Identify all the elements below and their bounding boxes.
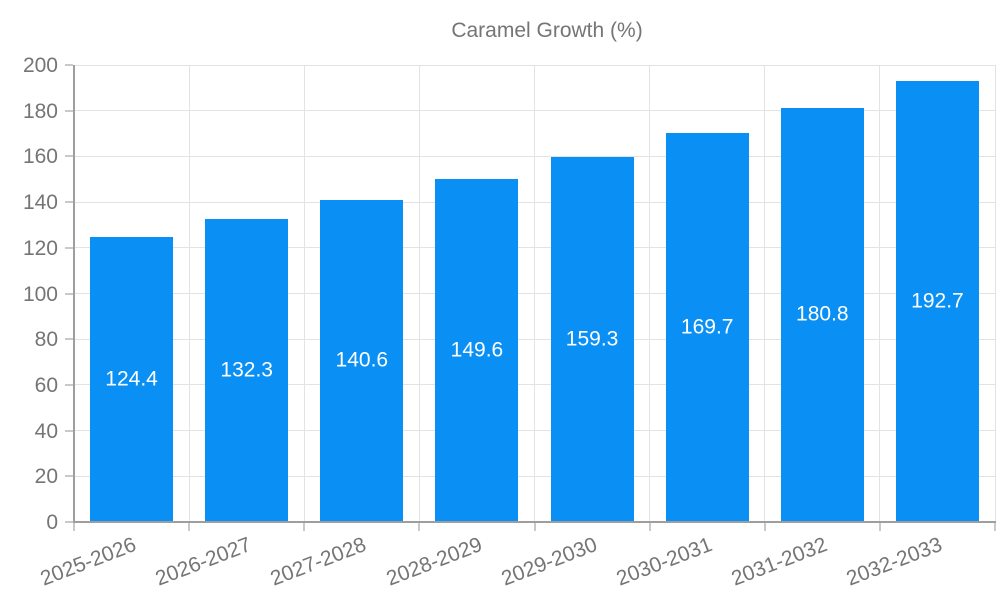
x-gridline — [649, 65, 651, 522]
bar-value-label: 192.7 — [911, 289, 964, 313]
bar-value-label: 169.7 — [680, 315, 734, 339]
y-axis-tick-label: 60 — [34, 373, 58, 397]
x-axis-tick-label: 2026-2027 — [152, 533, 255, 591]
legend[interactable]: Caramel Growth (%) — [0, 20, 1000, 41]
x-gridline — [534, 65, 535, 522]
x-tick-mark — [303, 523, 306, 531]
x-gridline — [418, 65, 420, 522]
x-tick-mark — [533, 523, 536, 531]
x-axis-tick-label: 2031-2032 — [728, 533, 831, 591]
y-axis-tick-label: 200 — [22, 54, 58, 77]
bar-value-label: 180.8 — [796, 302, 849, 326]
bar-value-label: 132.3 — [220, 358, 273, 382]
y-tick-mark — [65, 201, 73, 204]
x-tick-mark — [73, 523, 75, 531]
y-tick-mark — [65, 246, 73, 249]
bar-value-label: 149.6 — [450, 338, 504, 362]
y-tick-mark — [65, 292, 73, 295]
y-axis-tick-label: 140 — [22, 191, 58, 215]
x-axis-tick-label: 2025-2026 — [37, 533, 140, 591]
y-tick-mark — [65, 155, 73, 158]
x-gridline — [764, 65, 766, 522]
y-axis-tick-label: 20 — [34, 465, 58, 489]
y-tick-mark — [65, 521, 73, 523]
x-axis-line — [73, 521, 996, 523]
y-tick-mark — [65, 64, 73, 66]
x-gridline — [994, 65, 996, 522]
bar[interactable]: 149.6 — [435, 179, 519, 521]
x-tick-mark — [188, 523, 191, 531]
bar[interactable]: 159.3 — [550, 156, 634, 521]
x-gridline — [303, 65, 305, 522]
y-axis-tick-label: 100 — [22, 282, 58, 306]
y-axis-tick-label: 120 — [22, 236, 58, 260]
legend-label: Caramel Growth (%) — [451, 19, 643, 42]
y-tick-mark — [65, 429, 73, 432]
legend-swatch[interactable] — [357, 20, 438, 41]
bar[interactable]: 169.7 — [665, 133, 749, 521]
x-axis-tick-label: 2029-2030 — [497, 533, 600, 591]
x-axis-tick-label: 2032-2033 — [843, 533, 946, 591]
y-axis-tick-label: 180 — [22, 99, 58, 123]
x-tick-mark — [994, 523, 996, 531]
x-gridline — [188, 65, 190, 522]
x-tick-mark — [878, 523, 881, 531]
bar[interactable]: 192.7 — [895, 80, 979, 521]
y-tick-mark — [65, 383, 73, 386]
y-tick-mark — [65, 338, 73, 341]
y-axis-tick-label: 40 — [34, 419, 58, 443]
bar-value-label: 140.6 — [335, 348, 389, 372]
y-axis-tick-label: 80 — [34, 328, 58, 352]
x-gridline — [879, 65, 881, 522]
y-axis-tick-label: 0 — [46, 511, 58, 534]
bar-value-label: 159.3 — [565, 327, 619, 351]
x-axis-tick-label: 2028-2029 — [382, 533, 485, 591]
y-tick-mark — [65, 475, 73, 478]
x-axis-tick-label: 2030-2031 — [613, 533, 716, 591]
bar[interactable]: 124.4 — [90, 236, 174, 521]
y-axis-line — [73, 65, 75, 523]
y-tick-mark — [65, 109, 73, 112]
bar-value-label: 124.4 — [105, 367, 158, 391]
bar[interactable]: 132.3 — [205, 218, 289, 521]
x-tick-mark — [763, 523, 766, 531]
x-axis-tick-label: 2027-2028 — [267, 533, 370, 591]
x-tick-mark — [648, 523, 651, 531]
x-tick-mark — [418, 523, 421, 531]
y-axis-tick-label: 160 — [22, 145, 58, 169]
bar[interactable]: 180.8 — [780, 107, 864, 521]
bar[interactable]: 140.6 — [320, 199, 404, 521]
